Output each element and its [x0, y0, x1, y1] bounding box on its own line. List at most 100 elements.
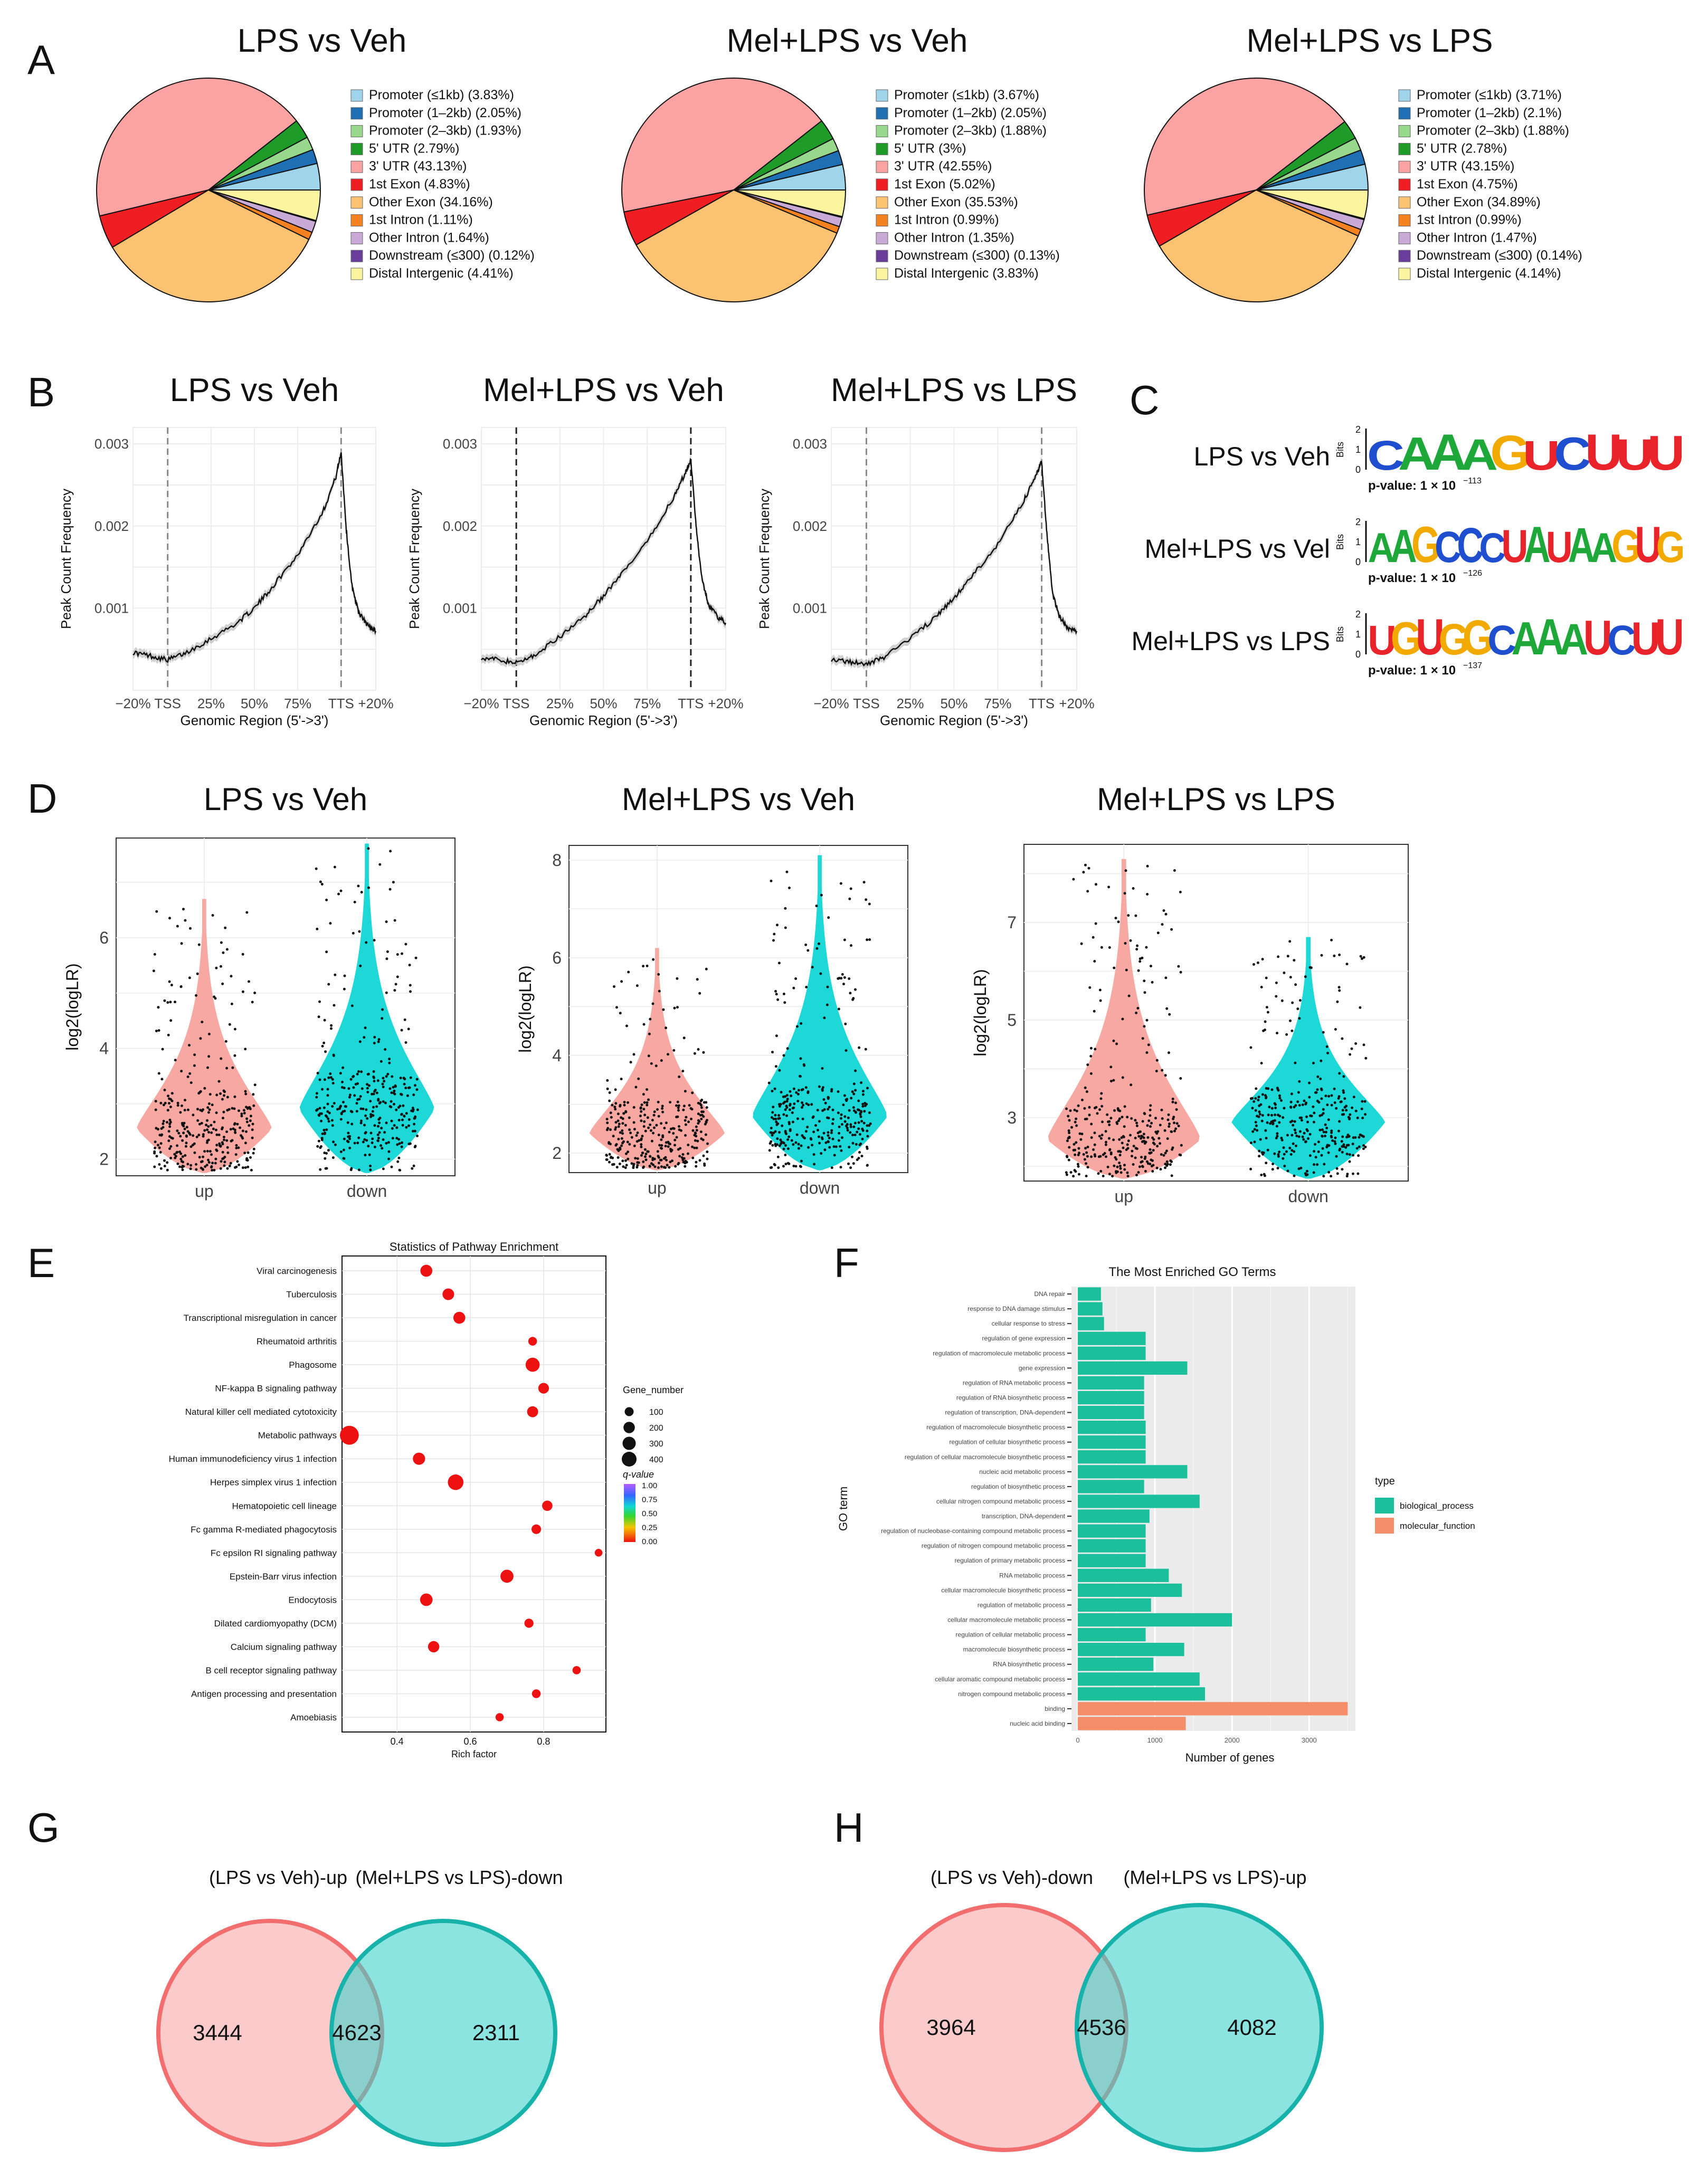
pathway-dot	[538, 1383, 549, 1394]
y-tick-label: 5	[1007, 1011, 1017, 1030]
legend-label: 1st Intron (0.99%)	[894, 213, 999, 227]
motif-letter: U	[1368, 617, 1397, 663]
venn-right-count: 4082	[1227, 2015, 1276, 2040]
pathway-label: Hematopoietic cell lineage	[232, 1501, 337, 1511]
pathway-label: Calcium signaling pathway	[231, 1642, 337, 1652]
y-tick-label: 2	[552, 1144, 562, 1163]
go-term-label: binding	[1045, 1705, 1065, 1712]
y-tick-label: 0.002	[793, 518, 827, 534]
x-tick-label: 50%	[241, 696, 268, 711]
y-tick-label: 0.003	[94, 436, 129, 452]
motif-letter: A	[1429, 424, 1467, 481]
go-bar	[1078, 1598, 1151, 1612]
motif-pvalue-exp: −113	[1463, 477, 1482, 486]
pathway-dot	[420, 1593, 433, 1606]
motif-pvalue-exp: −137	[1463, 661, 1482, 670]
x-tick-label: 50%	[940, 696, 967, 711]
legend-title: Gene_number	[623, 1385, 684, 1396]
x-tick-label: down	[347, 1182, 387, 1201]
motif-label: Mel+LPS vs LPS	[1131, 626, 1330, 656]
go-bar	[1078, 1405, 1144, 1420]
y-axis-label: Peak Count Frequency	[58, 489, 74, 629]
legend-label: Promoter (≤1kb) (3.71%)	[1417, 88, 1562, 102]
legend-label: Promoter (1–2kb) (2.05%)	[894, 106, 1047, 120]
venn-right-count: 2311	[472, 2020, 520, 2045]
x-tick-label: up	[1114, 1187, 1133, 1206]
go-term-label: RNA metabolic process	[999, 1572, 1065, 1579]
pathway-dot	[542, 1500, 553, 1511]
x-axis-label: Number of genes	[1185, 1751, 1275, 1764]
y-tick-label: 6	[552, 948, 562, 967]
x-tick-label: 3000	[1302, 1736, 1317, 1744]
go-bar	[1078, 1391, 1144, 1405]
go-term-label: regulation of gene expression	[982, 1335, 1065, 1342]
go-bar	[1078, 1554, 1146, 1567]
violin-down	[1231, 937, 1386, 1179]
legend-label: Downstream (≤300) (0.13%)	[894, 248, 1060, 263]
motif-letter: A	[1590, 524, 1617, 571]
motif-letter: U	[1416, 608, 1445, 665]
go-bar	[1078, 1702, 1348, 1716]
legend-swatch	[350, 125, 363, 138]
motif-pvalue: p-value: 1 × 10	[1368, 571, 1456, 585]
legend-label: 5' UTR (2.78%)	[1417, 141, 1507, 156]
legend-label: Distal Intergenic (3.83%)	[894, 266, 1039, 281]
y-tick-label: 4	[552, 1046, 562, 1065]
pie-slice	[1143, 78, 1346, 216]
go-term-label: regulation of cellular macromolecule bio…	[905, 1453, 1065, 1461]
plot-area	[1071, 1287, 1355, 1731]
motif-axis-label: Bits	[1335, 534, 1345, 550]
motif-letter: G	[1611, 520, 1640, 572]
motif-tick: 2	[1355, 609, 1361, 620]
legend-label: Downstream (≤300) (0.12%)	[369, 248, 535, 263]
venn-circle-right	[1075, 1903, 1324, 2152]
go-bar	[1078, 1658, 1154, 1671]
x-tick-label: up	[648, 1178, 667, 1197]
legend-label: Downstream (≤300) (0.14%)	[1417, 248, 1582, 263]
go-bar	[1078, 1361, 1188, 1375]
legend-label: Other Exon (34.89%)	[1417, 195, 1541, 210]
x-tick-label: down	[1288, 1187, 1329, 1206]
pie-slice	[1159, 189, 1359, 302]
venn-right-label: (Mel+LPS vs LPS)-down	[355, 1867, 563, 1888]
legend-dot	[624, 1407, 634, 1416]
legend-swatch	[1398, 268, 1411, 280]
pie-slice	[111, 189, 310, 302]
go-term-label: cellular macromolecule biosynthetic proc…	[941, 1586, 1065, 1594]
legend-label: 1st Intron (0.99%)	[1417, 213, 1522, 227]
pathway-dot	[531, 1524, 542, 1534]
venn-circle-right	[329, 1919, 557, 2147]
venn-left-label: (LPS vs Veh)-up	[209, 1867, 347, 1888]
legend-label: biological_process	[1400, 1501, 1474, 1511]
motif-letter: U	[1635, 516, 1662, 573]
go-term-label: response to DNA damage stimulus	[967, 1305, 1065, 1312]
x-tick-label: TSS	[853, 696, 880, 711]
legend-swatch	[876, 196, 888, 209]
x-tick-label: TSS	[154, 696, 181, 711]
x-tick-label: 75%	[633, 696, 661, 711]
motif-letter: U	[1631, 613, 1660, 665]
x-tick-label: TTS	[678, 696, 704, 711]
legend-label: Other Intron (1.35%)	[894, 230, 1014, 245]
legend-title: type	[1375, 1476, 1395, 1487]
motif-letter: A	[1390, 520, 1417, 572]
legend-label: Promoter (1–2kb) (2.05%)	[369, 106, 521, 120]
legend-label: 5' UTR (3%)	[894, 141, 966, 156]
plot-area	[341, 1255, 606, 1733]
motif-letter: C	[1554, 428, 1591, 480]
go-term-label: gene expression	[1019, 1364, 1065, 1372]
legend-swatch	[1398, 125, 1411, 138]
y-axis-label: log2(logLR)	[516, 965, 535, 1052]
legend-label: 100	[649, 1408, 663, 1417]
go-bar	[1078, 1435, 1146, 1449]
go-bar	[1078, 1331, 1146, 1345]
x-tick-label: 2000	[1225, 1736, 1240, 1744]
pie-title: Mel+LPS vs LPS	[1247, 23, 1493, 59]
legend-swatch	[350, 89, 363, 102]
legend-swatch	[1398, 89, 1411, 102]
motif-label: LPS vs Veh	[1194, 442, 1331, 471]
data-line	[481, 458, 727, 665]
panel-letter-g: G	[27, 1804, 60, 1851]
y-tick-label: 0.003	[793, 436, 827, 452]
legend-label: Other Intron (1.47%)	[1417, 230, 1537, 245]
